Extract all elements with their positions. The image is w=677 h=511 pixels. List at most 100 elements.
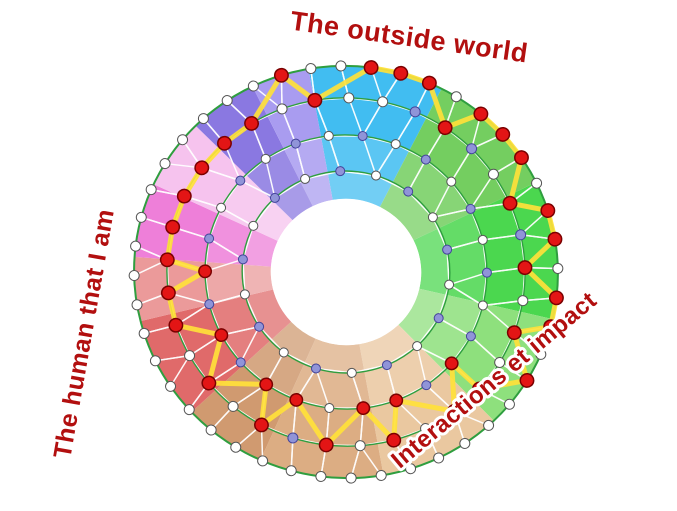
nodes-layer (128, 60, 564, 484)
graph-node-red (421, 75, 437, 91)
graph-node (159, 158, 171, 170)
graph-node-purple (465, 331, 476, 342)
graph-node (517, 295, 529, 307)
label-outside-world: The outside world (289, 6, 530, 69)
graph-node (276, 103, 288, 115)
mesh-line (209, 293, 246, 305)
graph-node (420, 423, 432, 435)
graph-node-red (254, 417, 269, 433)
graph-node (227, 400, 239, 412)
graph-node-red (506, 325, 522, 341)
graph-node (375, 469, 387, 481)
mesh-line (220, 207, 254, 227)
graph-node-red (176, 188, 192, 204)
graph-node-red (514, 150, 529, 166)
graph-node (377, 96, 389, 108)
graph-node (205, 424, 217, 436)
graph-node (444, 279, 455, 290)
graph-node (216, 202, 227, 213)
graph-node (128, 270, 140, 282)
graph-node-red (198, 264, 213, 279)
graph-node-red (160, 285, 176, 301)
graph-node (131, 299, 143, 311)
mesh-line (348, 97, 364, 137)
mesh-line (432, 216, 448, 250)
mesh-line (359, 445, 382, 476)
graph-node-red (289, 392, 304, 407)
mesh-line (328, 135, 341, 172)
mesh-line (416, 317, 440, 347)
mesh-line (281, 108, 297, 144)
graph-node (315, 470, 327, 482)
mesh-line (395, 111, 416, 145)
graph-node (346, 367, 357, 378)
graph-node (483, 419, 495, 431)
graph-node (239, 289, 250, 300)
mesh-line (437, 284, 450, 319)
mesh-line (239, 179, 276, 199)
sector-pink-light (153, 125, 293, 241)
graph-node (177, 134, 189, 146)
graph-node (412, 341, 423, 352)
graph-node-red (519, 372, 535, 388)
mesh-line (432, 208, 471, 219)
mesh-line (155, 354, 190, 362)
graph-node-red (168, 317, 184, 333)
mesh-line (375, 174, 409, 193)
graph-node-purple (420, 154, 431, 165)
graph-node-purple (287, 432, 299, 444)
graph-node-red (447, 403, 462, 419)
mesh-line (450, 148, 473, 183)
graph-node-purple (204, 233, 215, 244)
graph-node-purple (235, 357, 246, 368)
graph-node-purple (433, 313, 444, 324)
graph-node (247, 80, 259, 92)
mesh-line (242, 259, 246, 295)
graph-node (371, 170, 382, 181)
mesh-line (240, 326, 260, 363)
graph-node (433, 452, 445, 464)
graph-node-red (444, 356, 459, 371)
graph-node (477, 234, 488, 245)
graph-node-purple (409, 106, 421, 118)
mesh-line (482, 234, 521, 241)
graph-node-red (194, 160, 210, 176)
graph-node-purple (403, 186, 414, 197)
graph-node-purple (310, 363, 321, 374)
graph-node-red (386, 432, 402, 448)
mesh-line (351, 364, 388, 374)
mesh-line (283, 351, 317, 370)
graph-node-red (273, 67, 289, 83)
graph-node-purple (335, 166, 346, 177)
graph-node (285, 465, 297, 477)
graph-node (335, 60, 347, 72)
mesh-line (252, 197, 276, 227)
graph-node (145, 184, 157, 196)
graph-node (427, 212, 438, 223)
graph-node (221, 95, 233, 107)
graph-node-red (259, 377, 274, 392)
graph-node-red (543, 319, 559, 335)
mesh-line (446, 239, 483, 251)
graph-node-red (547, 231, 563, 247)
graph-node-red (363, 60, 379, 75)
graph-node-purple (237, 254, 248, 265)
graph-node (459, 437, 471, 449)
graph-node (138, 327, 150, 339)
graph-node (260, 153, 271, 164)
graph-node (405, 463, 417, 475)
graph-node (165, 380, 177, 392)
graph-node-red (244, 115, 260, 131)
mesh-line (274, 178, 306, 199)
mesh-line (361, 135, 377, 176)
graph-node-purple (442, 244, 453, 255)
mesh-line (448, 284, 484, 307)
graph-node-purple (357, 131, 368, 142)
mesh-line (304, 170, 341, 180)
graph-node-red (517, 260, 533, 276)
mesh-line (264, 158, 276, 199)
mesh-line (242, 225, 255, 260)
mesh-line (438, 317, 472, 337)
mesh-line (407, 191, 434, 218)
